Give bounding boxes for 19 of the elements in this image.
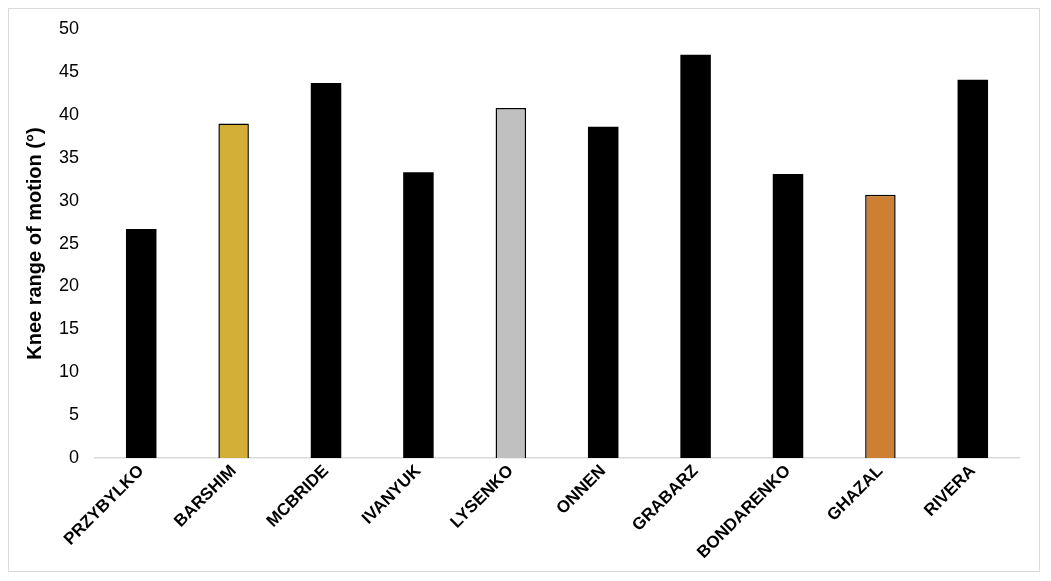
y-tick-label: 45 (58, 60, 80, 81)
y-tick-label: 25 (58, 232, 80, 253)
y-tick-label: 15 (58, 318, 80, 339)
y-tick-label: 30 (58, 189, 80, 210)
bar (680, 54, 711, 459)
bar (310, 83, 342, 459)
y-tick-label: 0 (69, 447, 80, 468)
bar (403, 172, 434, 459)
bar (957, 79, 989, 459)
y-tick-label: 5 (69, 404, 80, 425)
y-tick-label: 10 (58, 361, 80, 382)
y-tick-label: 40 (58, 103, 80, 124)
bar (587, 126, 619, 459)
y-axis-title: Knee range of motion (°) (22, 127, 45, 360)
y-tick-label: 20 (58, 275, 80, 296)
y-tick-label: 50 (58, 17, 80, 38)
bar (125, 228, 157, 459)
y-tick-label: 35 (58, 146, 80, 167)
bar (772, 174, 804, 459)
